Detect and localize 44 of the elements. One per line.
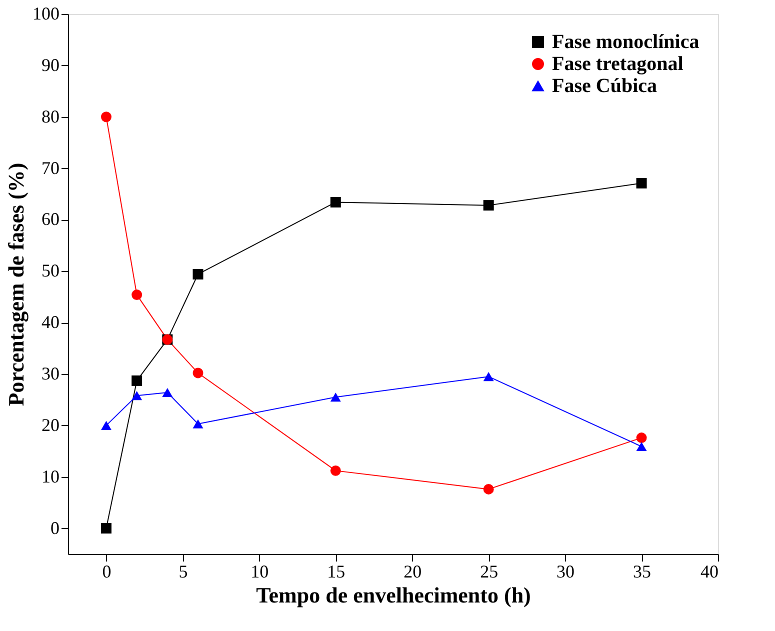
x-tick-label: 30	[556, 562, 575, 582]
y-tick-label: 50	[42, 260, 60, 281]
x-tick-label: 0	[102, 562, 112, 582]
point	[483, 200, 494, 211]
x-tick-label: 5	[178, 562, 188, 582]
point	[330, 465, 341, 476]
x-tick-label: 40	[700, 562, 718, 582]
point	[192, 368, 204, 378]
x-tick-label: 25	[480, 562, 498, 582]
point	[132, 375, 142, 386]
y-tick-label: 30	[42, 364, 60, 384]
point	[132, 290, 142, 300]
x-tick-label: 15	[327, 562, 346, 582]
x-tick-label: 20	[404, 562, 422, 582]
point	[483, 484, 494, 494]
y-tick-label: 0	[50, 518, 60, 538]
y-tick-label: 90	[42, 54, 60, 75]
y-tick-label: 10	[42, 466, 60, 486]
point	[483, 372, 494, 382]
y-tick-label: 60	[42, 209, 60, 230]
y-axis-title: Porcentagem de fases (%)	[4, 162, 28, 406]
legend-label: Fase monoclínica	[552, 31, 700, 53]
y-tick-label: 80	[42, 106, 60, 126]
point	[100, 420, 112, 430]
point	[636, 442, 647, 452]
x-axis-title: Tempo de envelhecimento (h)	[256, 582, 531, 608]
point	[100, 523, 112, 534]
x-tick-label: 10	[250, 562, 269, 582]
y-tick-label: 20	[42, 414, 60, 435]
y-tick-label: 70	[42, 158, 60, 178]
point	[636, 432, 647, 444]
point	[100, 112, 112, 122]
x-tick-label: 35	[633, 562, 652, 582]
legend-label: Fase tretagonal	[552, 53, 684, 75]
point	[330, 392, 341, 402]
point	[192, 419, 204, 428]
point	[132, 391, 142, 400]
point	[330, 196, 341, 208]
point	[192, 268, 204, 280]
point	[636, 178, 647, 188]
y-tick-label: 40	[42, 312, 60, 332]
legend-label: Fase Cúbica	[552, 75, 657, 97]
y-tick-label: 100	[32, 4, 60, 24]
point	[162, 388, 173, 398]
